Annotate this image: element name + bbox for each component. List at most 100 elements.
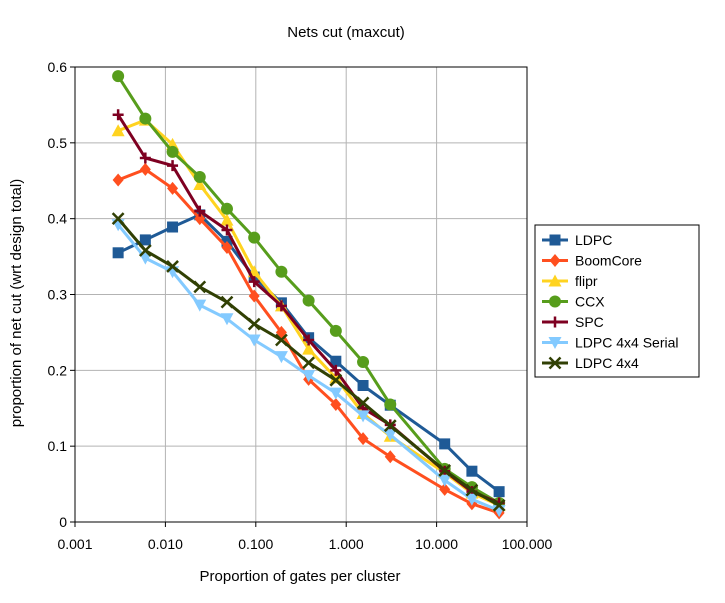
series-ldpc-4x4-serial: [111, 219, 506, 518]
data-point-ldpc-4x4: [492, 498, 506, 512]
x-axis-label: Proportion of gates per cluster: [200, 568, 401, 585]
x-tick-label: 1.000: [329, 536, 364, 552]
series-ldpc-4x4: [111, 212, 506, 512]
legend-marker-flipr: [548, 274, 562, 287]
data-point-ccx: [357, 355, 370, 368]
data-point-ccx: [329, 324, 342, 337]
data-point-ldpc-4x4: [302, 356, 316, 370]
legend-marker-ldpc-4x4: [548, 356, 562, 370]
legend-label-ldpc-4x4-serial: LDPC 4x4 Serial: [575, 335, 679, 351]
data-point-ldpc-4x4: [383, 419, 397, 433]
legend-marker-ldpc-4x4-serial: [548, 337, 562, 349]
legend-marker-spc: [549, 316, 561, 328]
data-point-spc: [167, 160, 179, 172]
data-point-spc: [139, 152, 151, 164]
data-point-ldpc-4x4: [438, 464, 452, 477]
data-point-ldpc-4x4: [247, 317, 261, 331]
series-line-boomcore: [117, 167, 500, 515]
data-point-ldpc-4x4-serial: [138, 252, 152, 265]
data-point-ldpc-4x4-serial: [438, 474, 452, 487]
data-point-flipr: [193, 178, 207, 191]
series-boomcore: [112, 162, 505, 520]
legend-label-ldpc: LDPC: [575, 232, 612, 248]
data-point-ldpc-4x4: [193, 280, 207, 294]
y-tick-label: 0.1: [48, 438, 68, 454]
data-point-flipr: [220, 213, 234, 226]
data-point-ldpc-4x4-serial: [465, 493, 479, 506]
data-point-ldpc-4x4-serial: [247, 334, 261, 347]
y-axis-label: proportion of net cut (wrt design total): [8, 179, 25, 427]
data-point-ldpc: [112, 247, 124, 259]
data-point-ccx: [302, 294, 315, 307]
legend-marker-boomcore: [549, 254, 561, 267]
data-point-ccx: [275, 265, 288, 278]
data-point-ldpc-4x4: [275, 333, 288, 347]
legend: LDPC BoomCore flipr CCX SPC LDPC 4x4 Serial LD…: [534, 224, 700, 378]
data-point-ccx: [112, 70, 125, 83]
data-point-ldpc: [139, 234, 151, 246]
data-point-boomcore: [384, 450, 396, 464]
data-point-ldpc: [357, 380, 369, 391]
data-point-boomcore: [330, 397, 342, 411]
data-point-flipr: [302, 342, 316, 355]
legend-marker-ldpc: [549, 234, 561, 246]
data-point-ldpc-4x4-serial: [356, 410, 370, 423]
data-point-boomcore: [194, 212, 206, 226]
data-point-spc: [303, 334, 315, 346]
data-point-ccx: [384, 398, 397, 411]
y-tick-label: 0.6: [48, 59, 68, 75]
series-layer: [111, 70, 506, 520]
data-point-spc: [275, 300, 287, 312]
data-point-ldpc: [493, 486, 505, 498]
y-tick-label: 0.2: [48, 362, 68, 378]
data-point-spc: [112, 109, 124, 121]
data-point-ccx: [248, 231, 261, 244]
data-point-ldpc-4x4: [166, 260, 179, 273]
data-point-boomcore: [439, 482, 451, 496]
legend-label-ccx: CCX: [575, 294, 605, 310]
data-point-boomcore: [167, 181, 179, 195]
data-point-ldpc: [167, 221, 179, 233]
data-point-ldpc: [466, 465, 478, 477]
data-point-ldpc-4x4: [111, 212, 125, 226]
series-ccx: [112, 70, 506, 510]
data-point-ldpc-4x4-serial: [274, 351, 288, 364]
data-point-ldpc-4x4-serial: [220, 313, 234, 326]
data-point-flipr: [111, 124, 125, 137]
data-point-boomcore: [357, 432, 369, 446]
data-point-ccx: [193, 170, 206, 183]
y-tick-label: 0.5: [48, 135, 68, 151]
data-point-ldpc-4x4-serial: [383, 429, 397, 442]
legend-label-boomcore: BoomCore: [575, 253, 642, 269]
y-tick-label: 0.3: [48, 287, 68, 303]
legend-marker-ccx: [549, 295, 561, 308]
x-tick-label: 0.001: [57, 536, 92, 552]
data-point-flipr: [329, 371, 343, 384]
data-point-spc: [221, 224, 233, 236]
data-point-ldpc-4x4-serial: [329, 387, 343, 400]
data-point-ldpc-4x4-serial: [302, 370, 316, 383]
y-tick-label: 0: [59, 514, 67, 530]
y-axis: 0 0.1 0.2 0.3 0.4 0.5 0.6: [48, 59, 75, 530]
data-point-ccx: [139, 112, 152, 125]
data-point-ldpc-4x4: [356, 396, 370, 410]
legend-label-flipr: flipr: [575, 273, 598, 289]
data-point-boomcore: [112, 173, 124, 187]
data-point-ldpc-4x4: [220, 295, 234, 309]
data-point-ldpc-4x4: [465, 483, 479, 497]
data-point-ldpc-4x4-serial: [193, 299, 207, 312]
data-point-boomcore: [221, 240, 233, 254]
data-point-ldpc: [330, 355, 342, 367]
x-axis: 0.001 0.010 0.100 1.000 10.000 100.000: [57, 522, 553, 552]
chart-title: Nets cut (maxcut): [287, 24, 405, 41]
legend-label-ldpc-4x4: LDPC 4x4: [575, 355, 639, 371]
x-tick-label: 100.000: [502, 536, 553, 552]
series-line-ccx: [116, 75, 500, 505]
legend-label-spc: SPC: [575, 314, 604, 330]
data-point-ldpc-4x4: [138, 244, 152, 257]
data-point-ccx: [166, 145, 179, 158]
series-line-ldpc-4x4-serial: [116, 223, 500, 513]
series-flipr: [111, 113, 506, 511]
data-point-boomcore: [248, 289, 260, 303]
